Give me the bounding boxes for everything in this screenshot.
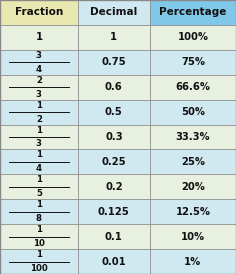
Bar [150,0,236,25]
Bar [150,25,236,50]
Text: 0.2: 0.2 [105,182,123,192]
Bar [0,50,78,75]
Bar [78,224,150,249]
Bar [0,224,78,249]
Text: 1: 1 [36,225,42,234]
Text: Fraction: Fraction [15,7,63,18]
Bar [78,25,150,50]
Text: 2: 2 [36,76,42,85]
Text: 1: 1 [36,250,42,259]
Text: 1: 1 [110,32,118,42]
Bar [0,249,78,274]
Bar [150,199,236,224]
Text: 1%: 1% [184,256,202,267]
Text: 10%: 10% [181,232,205,242]
Text: 66.6%: 66.6% [175,82,211,92]
Text: 1: 1 [36,200,42,209]
Text: 50%: 50% [181,107,205,117]
Text: 5: 5 [36,189,42,198]
Text: 75%: 75% [181,57,205,67]
Bar [150,174,236,199]
Bar [150,149,236,174]
Text: 3: 3 [36,51,42,60]
Bar [0,149,78,174]
Bar [78,0,150,25]
Text: 1: 1 [36,125,42,135]
Bar [78,199,150,224]
Bar [78,249,150,274]
Text: 0.1: 0.1 [105,232,123,242]
Text: 0.5: 0.5 [105,107,123,117]
Text: 0.01: 0.01 [101,256,126,267]
Text: 25%: 25% [181,157,205,167]
Bar [78,75,150,100]
Text: 8: 8 [36,214,42,223]
Bar [78,174,150,199]
Text: 1: 1 [36,175,42,184]
Bar [78,125,150,149]
Text: 4: 4 [36,164,42,173]
Text: 100: 100 [30,264,48,273]
Text: 1: 1 [36,150,42,159]
Text: 0.6: 0.6 [105,82,123,92]
Text: 4: 4 [36,65,42,74]
Text: 3: 3 [36,90,42,99]
Text: 20%: 20% [181,182,205,192]
Bar [0,174,78,199]
Bar [150,224,236,249]
Text: 0.125: 0.125 [98,207,130,217]
Text: 0.25: 0.25 [101,157,126,167]
Text: 1: 1 [35,32,42,42]
Bar [150,100,236,125]
Bar [78,100,150,125]
Text: Percentage: Percentage [159,7,227,18]
Bar [150,75,236,100]
Text: 100%: 100% [177,32,208,42]
Bar [0,100,78,125]
Bar [0,25,78,50]
Text: Decimal: Decimal [90,7,138,18]
Bar [150,50,236,75]
Text: 3: 3 [36,139,42,149]
Bar [0,199,78,224]
Text: 0.75: 0.75 [101,57,126,67]
Text: 2: 2 [36,115,42,124]
Text: 12.5%: 12.5% [175,207,211,217]
Text: 10: 10 [33,239,45,248]
Bar [150,249,236,274]
Text: 33.3%: 33.3% [176,132,210,142]
Bar [0,0,78,25]
Text: 1: 1 [36,101,42,110]
Bar [150,125,236,149]
Bar [78,149,150,174]
Text: 0.3: 0.3 [105,132,123,142]
Bar [78,50,150,75]
Bar [0,125,78,149]
Bar [0,75,78,100]
